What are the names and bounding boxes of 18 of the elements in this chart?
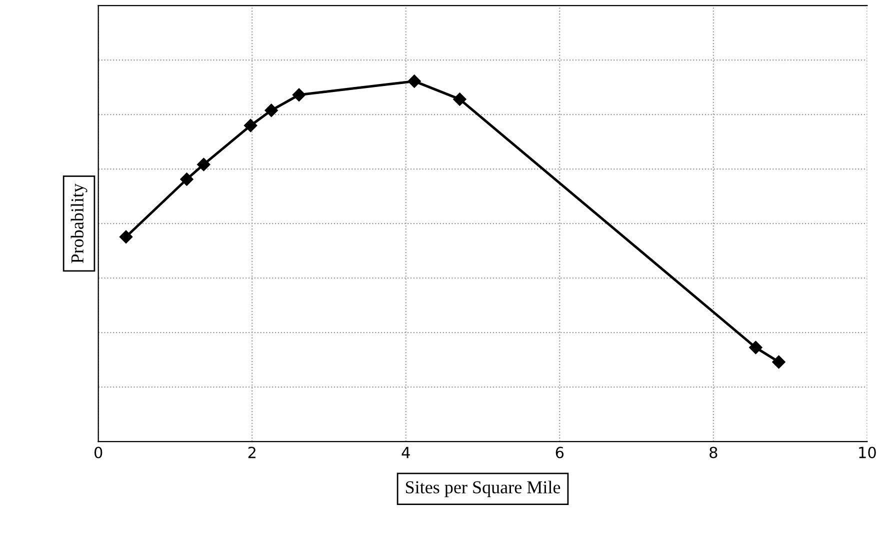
x-tick-label: 0	[94, 446, 102, 458]
x-tick-label: 10	[859, 446, 876, 458]
point	[772, 355, 786, 369]
x-tick-label: 6	[556, 446, 564, 458]
x-tick-label: 2	[248, 446, 256, 458]
point	[119, 230, 133, 244]
x-axis-title: Sites per Square Mile	[406, 480, 560, 498]
y-axis-title: Probability	[70, 184, 88, 264]
x-tick-label: 4	[402, 446, 410, 458]
point	[180, 172, 194, 186]
x-tick-label: 8	[710, 446, 718, 458]
point	[244, 118, 258, 132]
point	[749, 340, 762, 354]
point	[292, 88, 306, 102]
point	[408, 74, 421, 88]
point	[453, 92, 466, 106]
point	[197, 158, 210, 172]
point	[264, 104, 278, 117]
